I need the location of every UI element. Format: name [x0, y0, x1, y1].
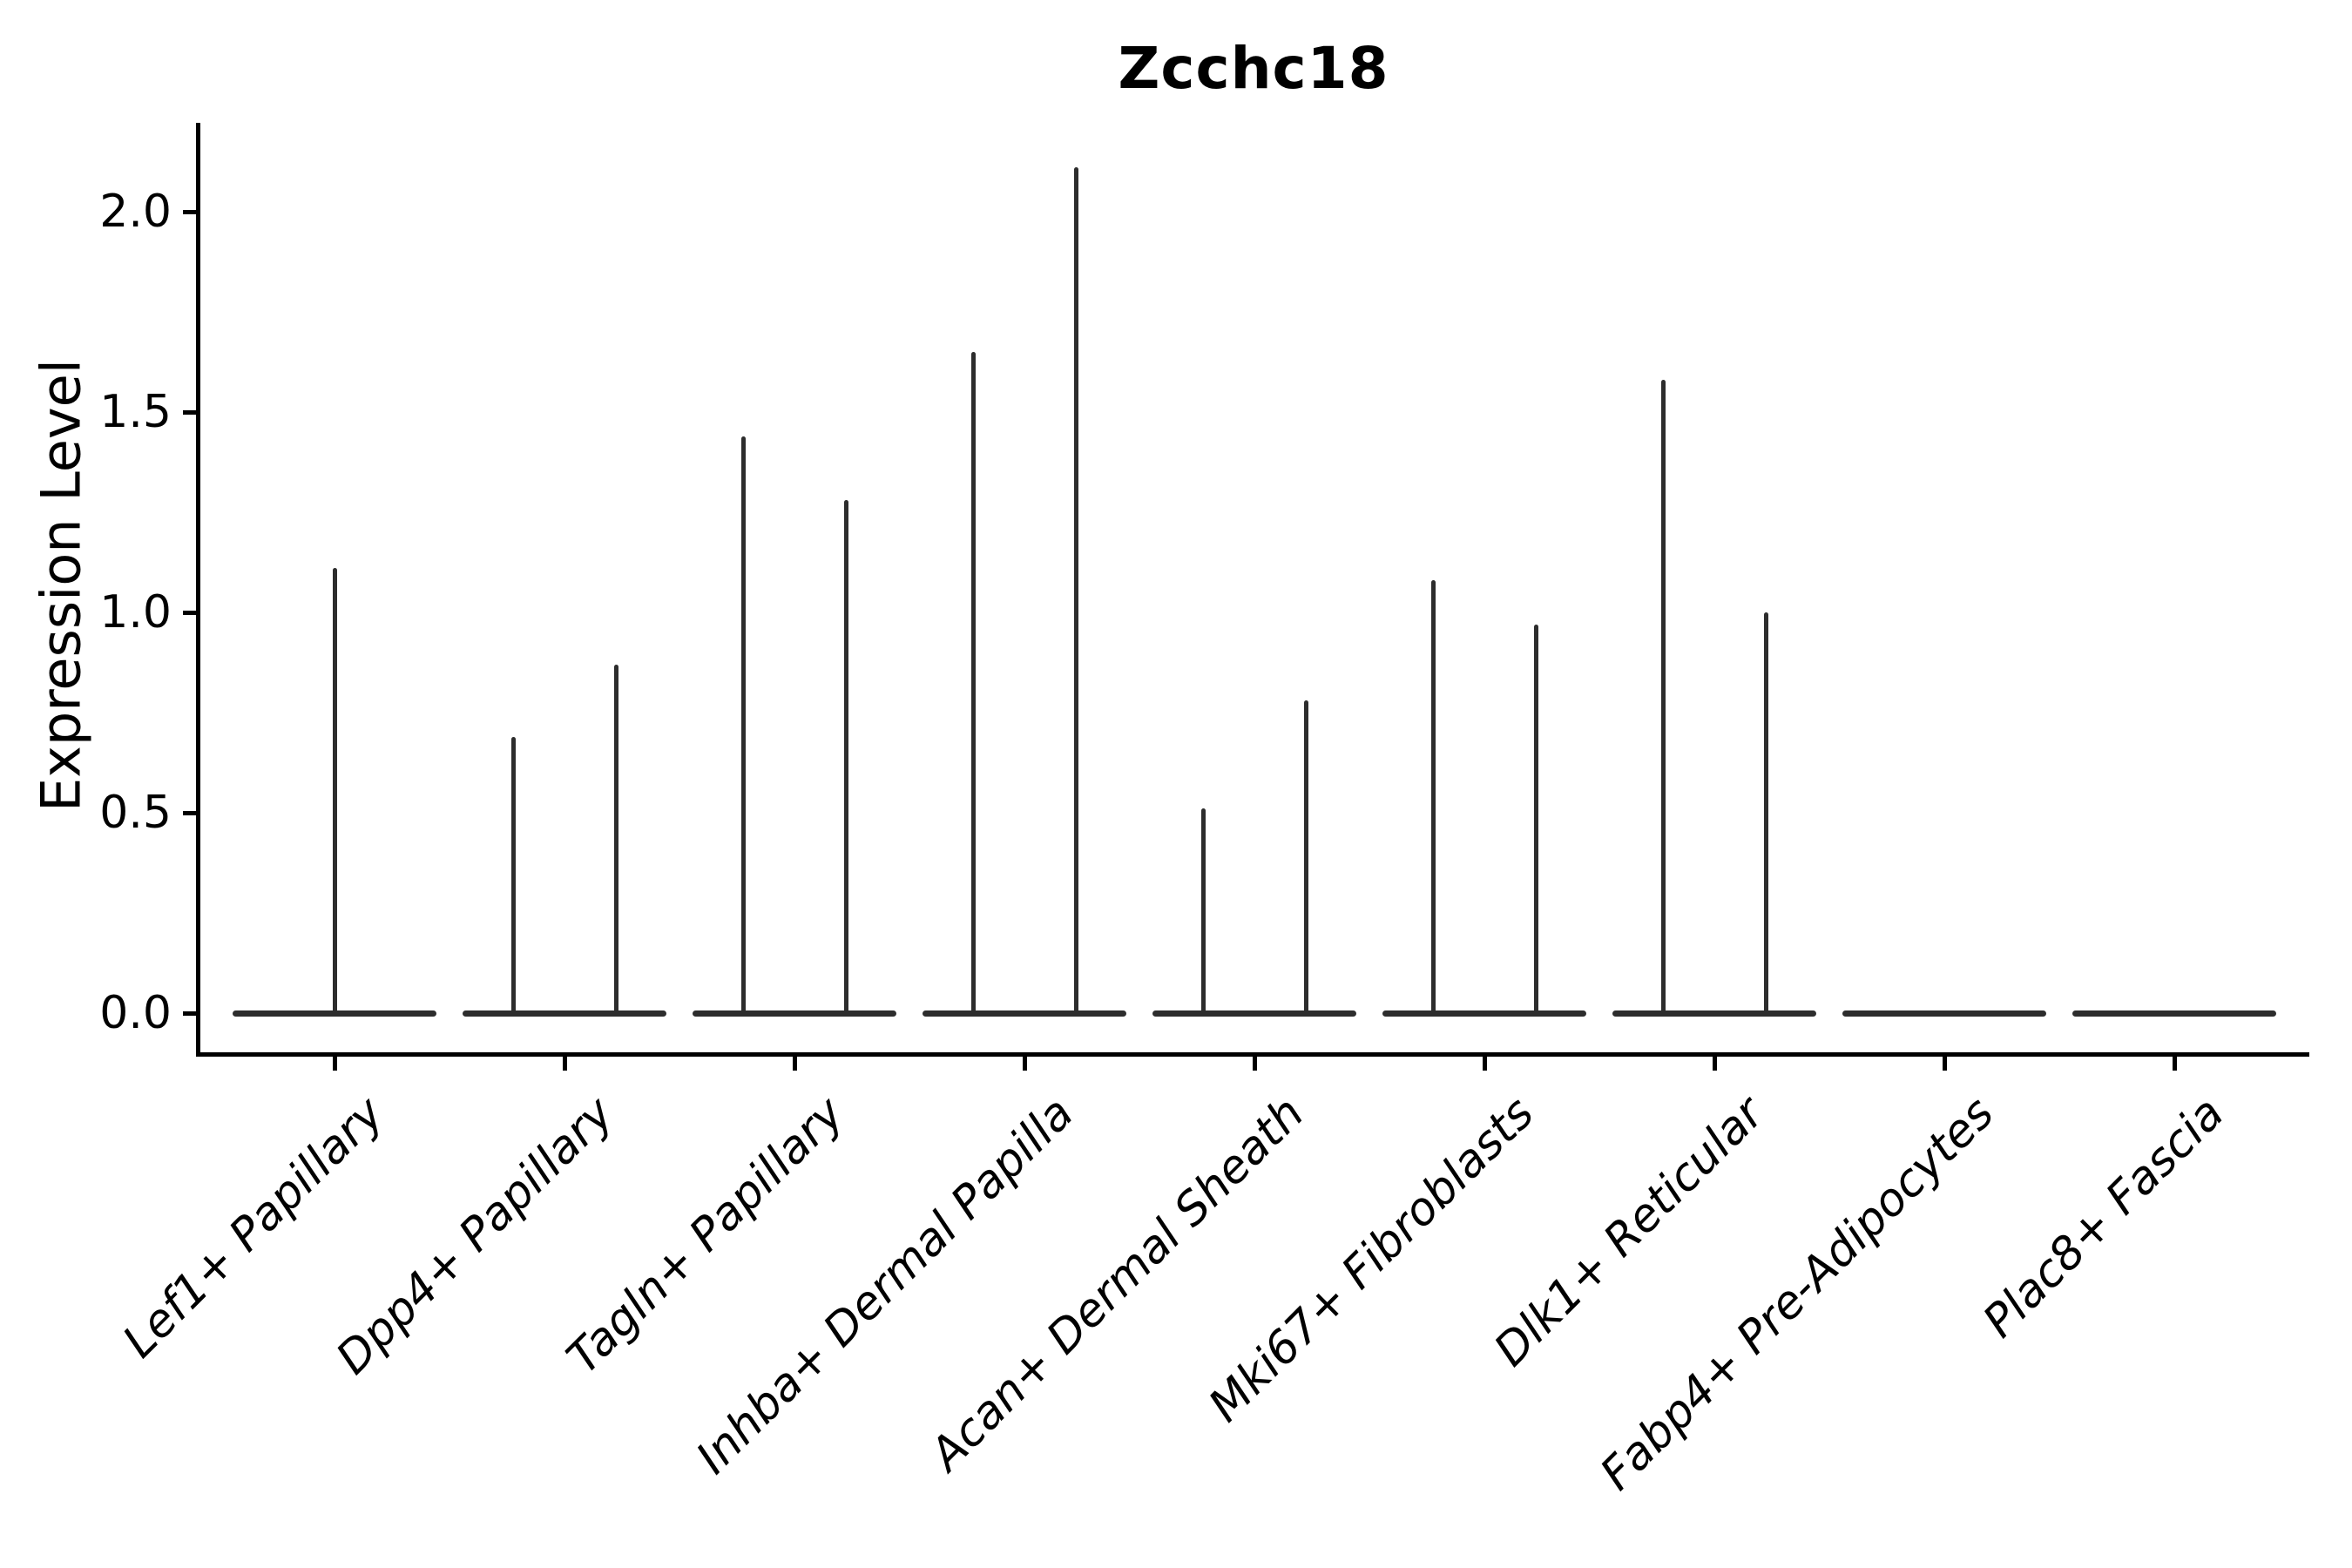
y-tick-label: 2.0	[99, 186, 172, 238]
violin-spike	[613, 664, 618, 1016]
x-tick-label: Inhba+ Dermal Papilla	[686, 1087, 1085, 1484]
x-tick-mark	[1022, 1057, 1027, 1071]
y-tick-mark	[183, 611, 198, 615]
y-axis-spine	[196, 123, 200, 1057]
x-tick-label: Fabp4+ Pre-Adipocytes	[1590, 1087, 2004, 1501]
y-tick-label: 1.0	[99, 586, 172, 639]
x-tick-mark	[792, 1057, 797, 1071]
violin-spike	[1430, 580, 1436, 1016]
violin-spike	[843, 500, 848, 1016]
violin-baseline	[1612, 1010, 1816, 1017]
violin-spike	[1200, 808, 1206, 1016]
x-tick-mark	[1252, 1057, 1257, 1071]
x-tick-mark	[1942, 1057, 1947, 1071]
violin-baseline	[463, 1010, 666, 1017]
y-tick-label: 0.0	[99, 987, 172, 1039]
violin-spike	[1303, 700, 1308, 1016]
x-tick-label: Acan+ Dermal Sheath	[920, 1087, 1315, 1481]
violin-spike	[1763, 612, 1768, 1016]
violin-spike	[740, 436, 746, 1016]
violin-baseline	[693, 1010, 896, 1017]
violin-baseline	[1382, 1010, 1586, 1017]
chart-title: Zcchc18	[1118, 35, 1389, 102]
y-tick-mark	[183, 410, 198, 415]
violin-baseline	[923, 1010, 1126, 1017]
y-tick-mark	[183, 1011, 198, 1016]
y-tick-mark	[183, 811, 198, 815]
x-tick-mark	[1482, 1057, 1487, 1071]
x-tick-mark	[1712, 1057, 1717, 1071]
x-tick-label: Plac8+ Fascia	[1973, 1087, 2234, 1348]
y-tick-mark	[183, 210, 198, 214]
y-tick-label: 0.5	[99, 787, 172, 839]
violin-spike	[1660, 380, 1666, 1016]
violin-baseline	[1842, 1010, 2046, 1017]
y-tick-label: 1.5	[99, 386, 172, 438]
x-axis-spine	[196, 1052, 2309, 1057]
x-tick-mark	[562, 1057, 567, 1071]
x-tick-mark	[332, 1057, 337, 1071]
violin-spike	[332, 568, 337, 1016]
x-tick-mark	[2172, 1057, 2177, 1071]
violin-baseline	[1152, 1010, 1356, 1017]
violin-spike	[970, 352, 976, 1016]
violin-spike	[1533, 624, 1538, 1016]
violin-spike	[510, 736, 516, 1016]
violin-spike	[1073, 167, 1078, 1016]
violin-baseline	[2072, 1010, 2276, 1017]
